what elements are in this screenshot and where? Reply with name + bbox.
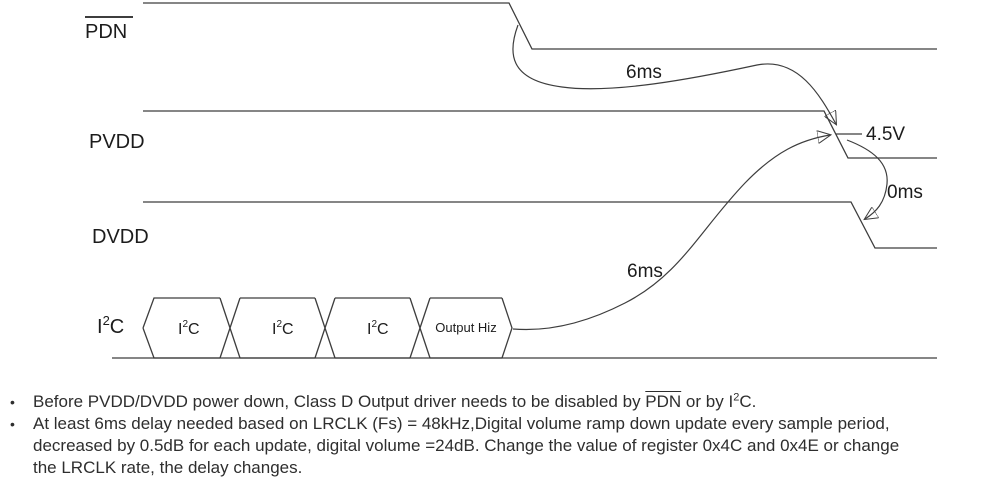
dvdd-label: DVDD bbox=[92, 226, 149, 248]
note1-part1: Before PVDD/DVDD power down, Class D Out… bbox=[33, 392, 646, 411]
note2-line-3: the LRCLK rate, the delay changes. bbox=[33, 458, 303, 477]
bus-segment-label-4: Output Hiz bbox=[435, 320, 496, 335]
note1-i2c-sup: 2 bbox=[733, 391, 740, 404]
note1-part2: or by bbox=[681, 392, 729, 411]
i2c-delay-annotation: 6ms bbox=[627, 261, 663, 282]
i2c-bus-waveform bbox=[142, 297, 513, 359]
pdn-delay-arrow bbox=[512, 24, 836, 124]
note1-i2c-base: I bbox=[728, 392, 734, 411]
pdn-label: PDN bbox=[85, 21, 127, 43]
bus-segment-label-1: I2C bbox=[178, 319, 200, 338]
pvdd-threshold-annotation: 4.5V bbox=[866, 124, 905, 145]
pdn-waveform bbox=[143, 2, 937, 50]
note-delay-text: At least 6ms delay needed based on LRCLK… bbox=[33, 413, 989, 479]
bus-segment-label-3: I2C bbox=[367, 319, 389, 338]
notes-section: • Before PVDD/DVDD power down, Class D O… bbox=[10, 391, 989, 479]
dvdd-delay-annotation: 0ms bbox=[887, 182, 923, 203]
bullet-icon: • bbox=[10, 394, 15, 410]
note-power-down-text: Before PVDD/DVDD power down, Class D Out… bbox=[33, 391, 989, 413]
pdn-delay-annotation: 6ms bbox=[626, 62, 662, 83]
note1-i2c-end: C. bbox=[739, 392, 757, 411]
bullet-icon: • bbox=[10, 416, 15, 432]
note2-line-2: decreased by 0.5dB for each update, digi… bbox=[33, 436, 900, 455]
i2c-label: I2C bbox=[97, 313, 124, 338]
i2c-delay-arrow bbox=[512, 135, 830, 331]
note-delay: • At least 6ms delay needed based on LRC… bbox=[10, 413, 989, 479]
pvdd-label: PVDD bbox=[89, 131, 145, 153]
dvdd-waveform bbox=[143, 201, 937, 249]
pvdd-waveform bbox=[143, 110, 937, 159]
zero-delay-arrow bbox=[846, 139, 888, 219]
bus-segment-label-2: I2C bbox=[272, 319, 294, 338]
power-down-timing-diagram: PDN PVDD DVDD I2C I2C I2C I2C Output Hiz… bbox=[85, 2, 937, 359]
note1-pdn-overlined: PDN bbox=[645, 392, 682, 411]
note2-line-1: At least 6ms delay needed based on LRCLK… bbox=[33, 414, 890, 433]
note-power-down: • Before PVDD/DVDD power down, Class D O… bbox=[10, 391, 989, 413]
